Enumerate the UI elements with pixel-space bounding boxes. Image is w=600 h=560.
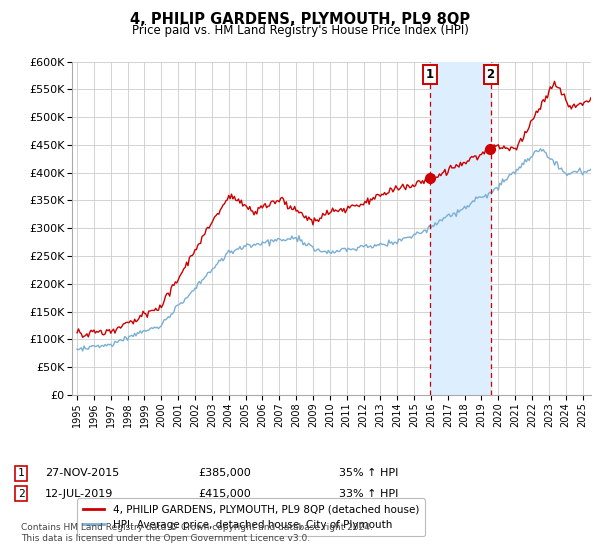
Text: 2: 2 (17, 489, 25, 499)
Text: 33% ↑ HPI: 33% ↑ HPI (339, 489, 398, 499)
Text: 12-JUL-2019: 12-JUL-2019 (45, 489, 113, 499)
Bar (430, 62, 491, 395)
Text: £415,000: £415,000 (198, 489, 251, 499)
Legend: 4, PHILIP GARDENS, PLYMOUTH, PL9 8QP (detached house), HPI: Average price, detac: 4, PHILIP GARDENS, PLYMOUTH, PL9 8QP (de… (77, 498, 425, 536)
Text: 35% ↑ HPI: 35% ↑ HPI (339, 468, 398, 478)
Text: Price paid vs. HM Land Registry's House Price Index (HPI): Price paid vs. HM Land Registry's House … (131, 24, 469, 36)
Text: 4, PHILIP GARDENS, PLYMOUTH, PL9 8QP: 4, PHILIP GARDENS, PLYMOUTH, PL9 8QP (130, 12, 470, 27)
Text: £385,000: £385,000 (198, 468, 251, 478)
Text: 1: 1 (425, 68, 434, 81)
Text: 27-NOV-2015: 27-NOV-2015 (45, 468, 119, 478)
Text: 1: 1 (17, 468, 25, 478)
Text: Contains HM Land Registry data © Crown copyright and database right 2024.
This d: Contains HM Land Registry data © Crown c… (21, 524, 373, 543)
Text: 2: 2 (487, 68, 494, 81)
